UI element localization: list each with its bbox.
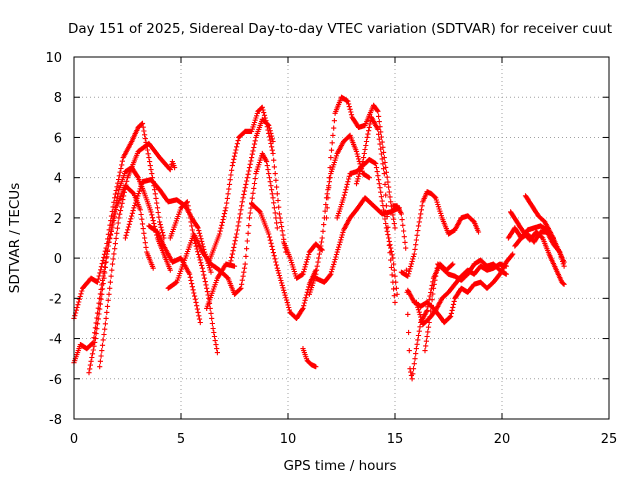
series-track-28 xyxy=(512,223,556,249)
x-tick-labels: 0 5 10 15 20 25 xyxy=(70,432,617,447)
y-tick-label: 8 xyxy=(54,91,62,106)
series-track-26 xyxy=(508,209,567,287)
y-tick-label: -6 xyxy=(49,373,62,388)
y-tick-label: 10 xyxy=(45,51,62,66)
y-tick-label: 2 xyxy=(54,212,62,227)
y-tick-label: 4 xyxy=(54,172,62,187)
x-tick-label: 15 xyxy=(387,432,404,447)
x-tick-label: 0 xyxy=(70,432,78,447)
data-point-markers xyxy=(422,257,509,354)
data-point-markers xyxy=(204,261,238,311)
series-track-13 xyxy=(281,239,325,281)
data-point-markers xyxy=(167,199,220,356)
data-marks xyxy=(71,94,567,382)
data-point-markers xyxy=(97,140,178,370)
x-axis-label: GPS time / hours xyxy=(283,458,396,474)
series-track-11 xyxy=(204,261,238,311)
series-track-10 xyxy=(227,116,276,267)
data-point-markers xyxy=(323,94,398,231)
y-tick-label: -8 xyxy=(49,413,62,428)
series-track-9 xyxy=(206,104,289,265)
series-track-7 xyxy=(167,199,220,356)
data-point-markers xyxy=(313,195,402,285)
data-point-markers xyxy=(306,132,372,297)
y-tick-label: -2 xyxy=(49,292,62,307)
series-track-4 xyxy=(86,183,156,376)
series-track-21 xyxy=(398,189,482,279)
y-tick-label: -4 xyxy=(49,333,62,348)
y-tick-labels: -8 -6 -4 -2 0 2 4 6 8 10 xyxy=(45,51,62,428)
chart-title: Day 151 of 2025, Sidereal Day-to-day VTE… xyxy=(68,21,612,37)
data-point-markers xyxy=(165,150,280,297)
series-track-16 xyxy=(323,94,398,231)
series-track-15 xyxy=(306,132,372,297)
data-point-markers xyxy=(300,346,319,370)
x-tick-label: 10 xyxy=(280,432,297,447)
data-point-markers xyxy=(206,104,289,265)
data-point-markers xyxy=(249,201,319,321)
y-tick-label: 0 xyxy=(54,252,62,267)
y-tick-label: 6 xyxy=(54,131,62,146)
data-point-markers xyxy=(86,183,156,376)
data-point-markers xyxy=(334,157,400,297)
data-point-markers xyxy=(227,116,276,267)
data-point-markers xyxy=(512,223,556,249)
series-track-8 xyxy=(165,150,280,297)
x-tick-label: 20 xyxy=(494,432,511,447)
data-point-markers xyxy=(281,239,325,281)
data-point-markers xyxy=(398,189,482,279)
data-point-markers xyxy=(508,209,567,287)
data-point-markers xyxy=(353,114,398,305)
x-tick-label: 5 xyxy=(177,432,185,447)
y-axis-label: SDTVAR / TECUs xyxy=(7,183,23,293)
series-track-18 xyxy=(334,157,400,297)
series-track-14 xyxy=(300,346,319,370)
series-track-17 xyxy=(313,195,402,285)
plot-frame xyxy=(73,56,610,420)
series-track-3 xyxy=(97,140,178,370)
grid-lines xyxy=(74,57,609,419)
axis-ticks xyxy=(73,56,610,420)
x-tick-label: 25 xyxy=(601,432,618,447)
series-track-24 xyxy=(422,257,509,354)
series-track-12 xyxy=(249,201,319,321)
series-track-19 xyxy=(353,114,398,305)
